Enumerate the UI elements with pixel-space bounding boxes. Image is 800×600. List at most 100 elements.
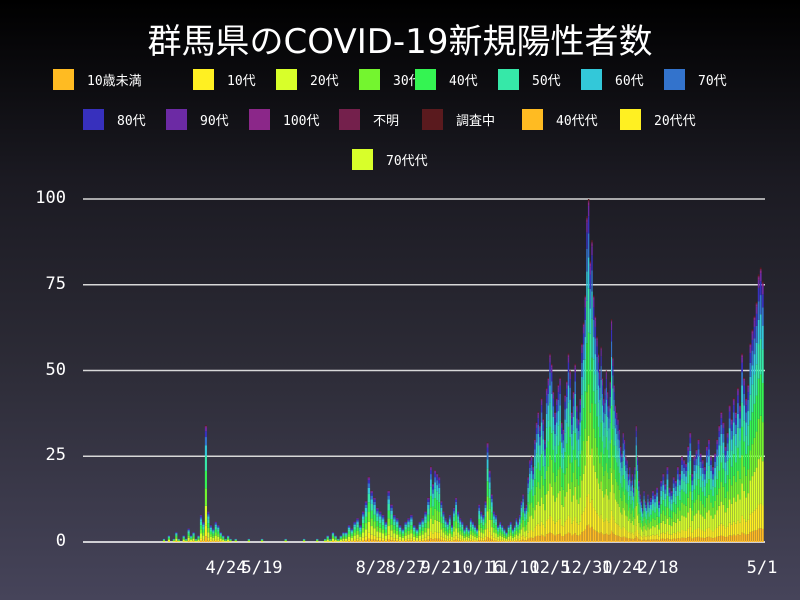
bar-segment [581,347,583,354]
bar-segment [745,475,748,498]
legend-label: 60代 [615,73,644,89]
bar-segment [207,512,210,515]
bar-segment [703,468,706,471]
bar-segment [761,422,764,462]
bar-segment [617,535,619,542]
bar-segment [488,471,491,474]
bar-segment [453,513,455,517]
bar-segment [207,527,210,533]
bar-segment [755,467,758,509]
bar-segment [644,529,646,537]
bar-segment [668,492,671,497]
bar-segment [467,537,470,541]
bar-segment [550,433,553,460]
bar-segment [701,473,704,482]
bar-segment [640,501,642,503]
bar-segment [693,464,696,471]
legend-swatch [664,68,685,90]
bar-segment [511,535,514,538]
bar-segment [732,412,735,423]
bar-segment [737,388,739,390]
bar-segment [630,486,632,491]
bar-segment [747,519,750,535]
bar-segment [490,512,493,520]
bar-segment [507,525,510,526]
bar-segment [562,472,565,490]
bar-segment [517,529,519,533]
bar-segment [418,535,422,540]
bar-segment [457,537,460,541]
bar-segment [621,514,623,530]
bar-segment [630,504,632,514]
bar-segment [398,526,402,528]
bar-segment [337,539,340,541]
bar-segment [732,400,735,406]
bar-segment [579,405,581,413]
bar-segment [634,479,636,487]
bar-segment [612,356,614,358]
bar-segment [187,528,190,530]
bar-segment [672,532,675,539]
bar-segment [739,404,741,406]
bar-segment [204,455,207,471]
bar-segment [616,424,618,434]
bar-segment [633,524,635,535]
bar-segment [708,494,710,511]
bar-segment [390,510,393,515]
y-tick-label: 75 [45,273,66,294]
bar-segment [522,519,524,528]
bar-segment [683,516,685,531]
bar-segment [613,387,615,393]
bar-segment [640,504,642,508]
bar-segment [488,498,491,509]
bar-segment [587,384,590,436]
bar-segment [647,496,649,499]
bar-segment [759,338,762,375]
bar-segment [535,536,538,542]
bar-segment [658,507,661,512]
bar-segment [722,433,725,443]
bar-segment [697,465,700,480]
bar-segment [530,530,533,538]
bar-segment [549,372,551,386]
bar-segment [486,442,489,444]
bar-segment [594,510,597,531]
bar-segment [199,515,203,518]
legend-swatch [620,108,641,130]
bar-segment [751,333,754,340]
bar-segment [339,536,342,537]
bar-segment [652,510,654,519]
bar-segment [728,404,731,406]
bar-segment [624,440,626,442]
bar-segment [229,540,232,541]
bar-segment [195,540,198,542]
bar-segment [589,412,592,455]
bar-segment [625,457,627,461]
bar-segment [676,486,679,496]
bar-segment [390,518,393,525]
bar-segment [484,516,487,524]
bar-segment [699,529,702,538]
bar-segment [559,420,561,442]
bar-segment [562,526,565,537]
bar-segment [624,444,626,450]
bar-segment [353,522,356,524]
bar-segment [640,516,642,524]
bar-segment [451,531,453,535]
bar-segment [722,423,725,425]
bar-segment [427,539,430,542]
bar-segment [465,536,468,540]
legend-item: 不明 [339,108,399,130]
bar-segment [457,532,460,538]
bar-segment [350,531,354,534]
bar-segment [642,540,644,542]
bar-segment [642,521,644,527]
bar-segment [529,460,531,462]
bar-segment [650,539,652,542]
bar-segment [434,508,436,520]
bar-segment [474,529,476,532]
bar-segment [207,514,210,517]
bar-segment [350,530,354,532]
bar-segment [532,507,534,519]
bar-segment [724,512,727,529]
